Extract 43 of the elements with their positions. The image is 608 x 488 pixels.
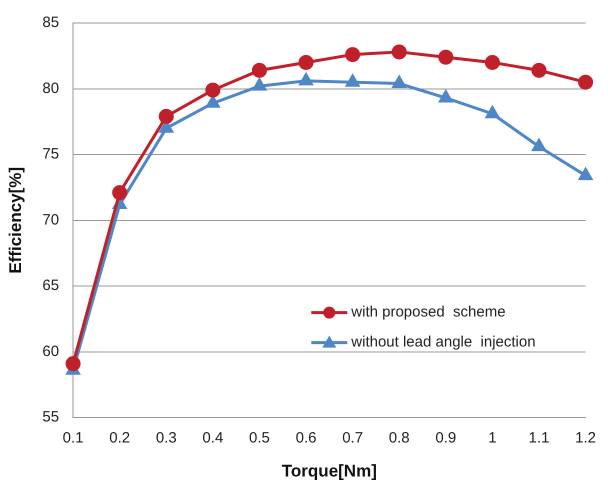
point xyxy=(252,62,267,78)
point xyxy=(298,54,314,70)
y-tick-label: 65 xyxy=(42,277,60,294)
point xyxy=(531,62,546,78)
point xyxy=(578,74,594,90)
point xyxy=(205,82,220,98)
x-tick-label: 1.2 xyxy=(575,430,596,447)
point xyxy=(158,108,174,124)
point xyxy=(484,54,500,70)
x-tick-label: 0.2 xyxy=(109,430,130,447)
x-tick-label: 1 xyxy=(488,430,497,447)
x-tick-label: 0.6 xyxy=(296,430,316,447)
point xyxy=(532,139,546,152)
y-tick-label: 75 xyxy=(42,146,60,163)
x-tick-label: 1.1 xyxy=(528,430,550,447)
point xyxy=(439,90,452,102)
x-tick-label: 0.8 xyxy=(388,430,410,447)
y-tick-label: 80 xyxy=(42,80,60,97)
x-tick-label: 0.4 xyxy=(202,430,224,447)
point xyxy=(392,44,407,60)
point xyxy=(345,47,360,62)
legend-label: with proposed scheme xyxy=(350,304,506,321)
point xyxy=(346,74,360,87)
y-tick-label: 60 xyxy=(42,342,60,360)
x-tick-label: 0.3 xyxy=(156,430,177,447)
point xyxy=(392,76,406,88)
x-tick-label: 0.1 xyxy=(62,430,84,447)
point xyxy=(206,96,220,108)
y-tick-label: 85 xyxy=(42,14,60,32)
y-tick-label: 55 xyxy=(42,408,60,426)
x-tick-label: 0.5 xyxy=(249,430,270,447)
x-tick-label: 0.7 xyxy=(342,430,364,447)
point xyxy=(252,78,266,91)
point xyxy=(112,185,128,200)
legend-label: without lead angle injection xyxy=(350,334,536,351)
point xyxy=(299,73,313,86)
y-tick-label: 70 xyxy=(42,211,60,228)
point xyxy=(438,50,454,65)
x-axis-title: Torque[Nm] xyxy=(282,461,377,480)
point xyxy=(578,168,592,180)
point xyxy=(486,106,500,118)
y-axis-title: Efficiency[%] xyxy=(6,166,25,274)
x-tick-label: 0.9 xyxy=(435,430,456,447)
